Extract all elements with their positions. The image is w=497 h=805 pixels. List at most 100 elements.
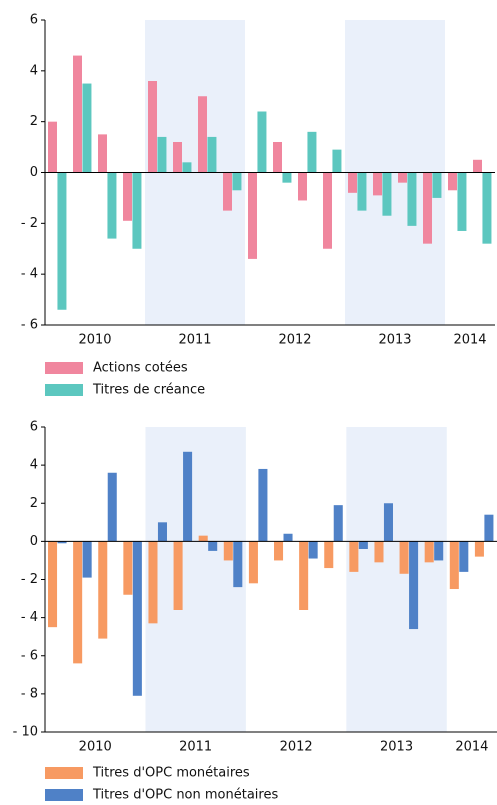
- y-tick-label: - 6: [21, 318, 38, 333]
- bar: [98, 134, 107, 173]
- legend-label: Actions cotées: [93, 361, 188, 376]
- bar: [198, 96, 207, 173]
- x-group-label: 2012: [278, 333, 311, 348]
- x-group-label: 2010: [79, 740, 112, 755]
- y-tick-label: - 2: [21, 572, 38, 587]
- bar: [232, 172, 242, 191]
- bar: [323, 172, 332, 249]
- bar: [373, 172, 382, 196]
- bar: [274, 541, 284, 561]
- bar: [273, 142, 282, 173]
- bar: [182, 162, 192, 173]
- bar: [82, 541, 92, 578]
- bar: [474, 541, 484, 557]
- bar: [349, 541, 359, 572]
- y-tick-label: 4: [30, 63, 38, 78]
- bar: [333, 505, 343, 542]
- bar: [332, 149, 342, 173]
- bar: [57, 541, 67, 544]
- bar: [298, 172, 307, 201]
- y-tick-label: - 2: [21, 216, 38, 231]
- bar: [107, 172, 117, 239]
- y-tick-label: 0: [30, 534, 38, 549]
- bar: [423, 172, 432, 244]
- bar: [183, 451, 193, 542]
- bar: [207, 136, 217, 173]
- y-tick-label: 2: [30, 114, 38, 129]
- bar: [157, 522, 167, 542]
- bar: [448, 172, 457, 191]
- bar: [48, 541, 58, 628]
- bar: [223, 541, 233, 561]
- y-tick-label: - 4: [21, 267, 38, 282]
- bar: [233, 541, 243, 588]
- x-group-label: 2011: [179, 740, 212, 755]
- bar: [123, 541, 133, 595]
- y-tick-label: - 10: [13, 725, 38, 740]
- bar: [148, 541, 158, 624]
- bar: [383, 503, 393, 542]
- y-tick-label: 6: [30, 420, 38, 435]
- y-tick-label: 6: [30, 13, 38, 28]
- legend-swatch: [45, 384, 83, 396]
- bar: [257, 111, 267, 173]
- legend-swatch: [45, 362, 83, 374]
- x-group-label: 2010: [78, 333, 111, 348]
- x-group-label: 2014: [455, 740, 488, 755]
- bar: [457, 172, 467, 231]
- x-group-label: 2014: [453, 333, 486, 348]
- year-band: [346, 427, 447, 732]
- bar: [307, 131, 317, 173]
- bar: [258, 468, 268, 542]
- bar: [308, 541, 318, 559]
- y-tick-label: - 4: [21, 610, 38, 625]
- x-group-label: 2013: [378, 333, 411, 348]
- bar: [148, 81, 157, 173]
- bar: [223, 172, 232, 211]
- y-tick-label: 0: [30, 165, 38, 180]
- bar: [409, 541, 419, 630]
- bar: [432, 172, 442, 198]
- bar: [473, 159, 482, 173]
- bar: [324, 541, 334, 569]
- bar: [382, 172, 392, 216]
- bar: [107, 472, 117, 542]
- bar: [424, 541, 434, 563]
- bar: [248, 541, 258, 584]
- bar: [358, 541, 368, 549]
- y-tick-label: - 8: [21, 686, 38, 701]
- bar: [407, 172, 417, 226]
- bar: [208, 541, 218, 551]
- bar: [132, 172, 142, 249]
- x-group-label: 2012: [280, 740, 313, 755]
- bar: [374, 541, 384, 563]
- legend-swatch: [45, 789, 83, 801]
- bar: [48, 121, 57, 173]
- legend-label: Titres d'OPC monétaires: [92, 766, 250, 781]
- bar: [482, 172, 492, 244]
- bar: [283, 533, 293, 542]
- bar: [399, 541, 409, 574]
- bar: [132, 541, 142, 696]
- bar: [73, 541, 83, 664]
- x-group-label: 2011: [178, 333, 211, 348]
- x-group-label: 2013: [380, 740, 413, 755]
- bar: [98, 541, 108, 639]
- bar: [459, 541, 469, 572]
- bar: [434, 541, 444, 561]
- bar: [248, 172, 257, 259]
- bar: [449, 541, 459, 590]
- bar: [82, 83, 92, 173]
- year-band: [145, 427, 246, 732]
- y-tick-label: 2: [30, 496, 38, 511]
- bar: [157, 136, 167, 173]
- legend-label: Titres de créance: [92, 383, 205, 398]
- bar: [299, 541, 309, 610]
- bar: [73, 55, 82, 173]
- bar: [198, 535, 208, 542]
- bar: [484, 514, 494, 542]
- bar: [357, 172, 367, 211]
- bar: [173, 541, 183, 610]
- bar: [173, 142, 182, 173]
